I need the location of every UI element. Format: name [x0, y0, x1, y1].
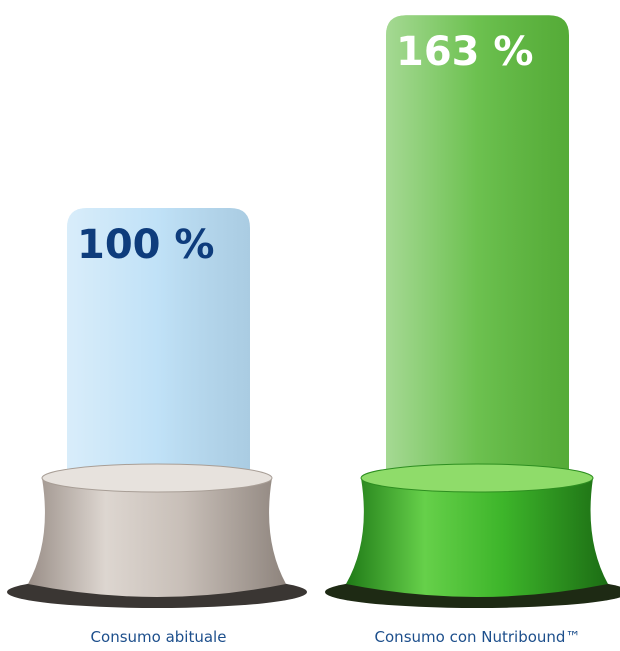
bowl: [325, 464, 620, 608]
category-label: Consumo con Nutribound™: [375, 628, 581, 646]
bowl: [7, 464, 307, 608]
bar-shine: [386, 15, 569, 514]
page: {"chart_data": {"type": "bar", "categori…: [0, 0, 620, 651]
chart: 100 % Consumo abituale 163 % Consumo con Nu…: [0, 0, 620, 651]
value-label: 100 %: [77, 222, 215, 268]
category-label: Consumo abituale: [91, 628, 227, 646]
value-label: 163 %: [396, 29, 534, 75]
